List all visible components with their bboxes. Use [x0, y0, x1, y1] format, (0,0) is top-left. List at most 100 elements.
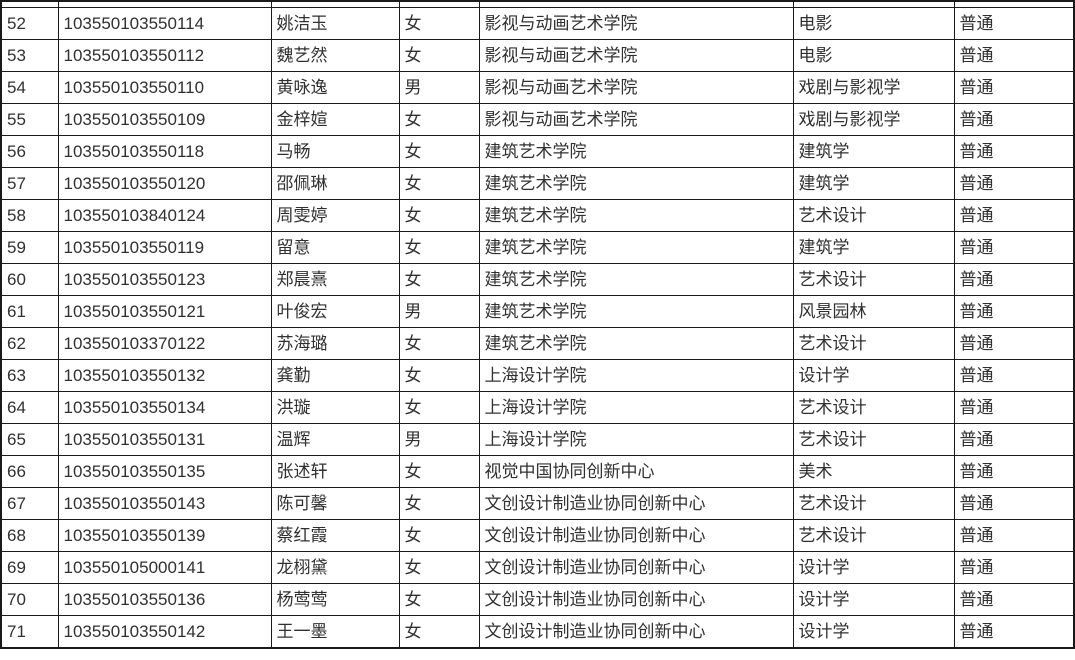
cell-index: 56 [0, 135, 59, 168]
cell-candidate-id: 103550103370122 [57, 327, 272, 360]
cell-index: 58 [0, 199, 59, 232]
cell-major: 艺术设计 [792, 327, 955, 360]
cell-gender: 女 [398, 615, 480, 649]
cell-candidate-id: 103550103550142 [57, 615, 272, 649]
cell-candidate-id: 103550103550136 [57, 583, 272, 616]
cell-type: 普通 [953, 327, 1075, 360]
cell-type: 普通 [953, 39, 1075, 72]
cell-candidate-id: 103550103550109 [57, 103, 272, 136]
cell-name: 邵佩琳 [270, 167, 400, 200]
cell-college: 文创设计制造业协同创新中心 [478, 519, 794, 552]
cell-name: 黄咏逸 [270, 71, 400, 104]
cell-college: 上海设计学院 [478, 391, 794, 424]
cell-college: 影视与动画艺术学院 [478, 71, 794, 104]
cell-major: 艺术设计 [792, 391, 955, 424]
cell-gender: 男 [398, 295, 480, 328]
cell-college: 建筑艺术学院 [478, 295, 794, 328]
cell-name: 王一墨 [270, 615, 400, 649]
cell-gender: 女 [398, 39, 480, 72]
cell-index: 59 [0, 231, 59, 264]
cell-gender: 女 [398, 359, 480, 392]
cell-type: 普通 [953, 487, 1075, 520]
cell-candidate-id: 103550103550121 [57, 295, 272, 328]
table-row: 63 103550103550132 龚勤女上海设计学院 设计学 普通 [0, 359, 1075, 392]
cell-type: 普通 [953, 615, 1075, 649]
cell-index: 61 [0, 295, 59, 328]
cell-major: 电影 [792, 39, 955, 72]
cell-type: 普通 [953, 519, 1075, 552]
cell-type: 普通 [953, 551, 1075, 584]
table-row: 68 103550103550139 蔡红霞女文创设计制造业协同创新中心 艺术设计 普通 [0, 519, 1075, 552]
table-row: 59 103550103550119 留意女建筑艺术学院 建筑学 普通 [0, 231, 1075, 264]
cell-type: 普通 [953, 7, 1075, 40]
cell-gender: 女 [398, 231, 480, 264]
cell-major: 设计学 [792, 615, 955, 649]
cell-major: 设计学 [792, 359, 955, 392]
cell-name: 龙栩黛 [270, 551, 400, 584]
cell-name: 温辉 [270, 423, 400, 456]
cell-college: 文创设计制造业协同创新中心 [478, 583, 794, 616]
cell-type: 普通 [953, 359, 1075, 392]
table-row: 71 103550103550142 王一墨女文创设计制造业协同创新中心 设计学 普通 [0, 615, 1075, 649]
table-row: 57 103550103550120 邵佩琳女建筑艺术学院 建筑学 普通 [0, 167, 1075, 200]
cell-college: 建筑艺术学院 [478, 231, 794, 264]
cell-type: 普通 [953, 455, 1075, 488]
table-row: 62 103550103370122 苏海璐女建筑艺术学院 艺术设计 普通 [0, 327, 1075, 360]
cell-index: 55 [0, 103, 59, 136]
cell-major: 设计学 [792, 551, 955, 584]
cell-type: 普通 [953, 583, 1075, 616]
cell-college: 影视与动画艺术学院 [478, 103, 794, 136]
cell-name: 金梓媗 [270, 103, 400, 136]
cell-type: 普通 [953, 103, 1075, 136]
cell-gender: 女 [398, 167, 480, 200]
cell-college: 建筑艺术学院 [478, 199, 794, 232]
table-row: 69 103550105000141 龙栩黛女文创设计制造业协同创新中心 设计学 普通 [0, 551, 1075, 584]
cell-college: 建筑艺术学院 [478, 135, 794, 168]
cell-major: 电影 [792, 7, 955, 40]
table-row: 70 103550103550136 杨莺莺女文创设计制造业协同创新中心 设计学 普通 [0, 583, 1075, 616]
cell-type: 普通 [953, 199, 1075, 232]
cell-type: 普通 [953, 71, 1075, 104]
cell-college: 文创设计制造业协同创新中心 [478, 487, 794, 520]
cell-gender: 女 [398, 7, 480, 40]
cell-name: 马畅 [270, 135, 400, 168]
cell-college: 建筑艺术学院 [478, 263, 794, 296]
table-row: 55 103550103550109 金梓媗女影视与动画艺术学院 戏剧与影视学 普通 [0, 103, 1075, 136]
cell-gender: 女 [398, 199, 480, 232]
cell-major: 设计学 [792, 583, 955, 616]
cell-gender: 男 [398, 423, 480, 456]
cell-index: 60 [0, 263, 59, 296]
cell-index: 54 [0, 71, 59, 104]
table-row: 52 103550103550114 姚洁玉女影视与动画艺术学院 电影 普通 [0, 7, 1075, 40]
cell-major: 艺术设计 [792, 199, 955, 232]
cell-gender: 女 [398, 263, 480, 296]
cell-college: 建筑艺术学院 [478, 167, 794, 200]
cell-candidate-id: 103550103840124 [57, 199, 272, 232]
cell-gender: 女 [398, 455, 480, 488]
table-row: 58 103550103840124 周雯婷女建筑艺术学院 艺术设计 普通 [0, 199, 1075, 232]
cell-college: 建筑艺术学院 [478, 327, 794, 360]
cell-index: 63 [0, 359, 59, 392]
cell-gender: 女 [398, 103, 480, 136]
cell-major: 艺术设计 [792, 487, 955, 520]
cell-gender: 女 [398, 391, 480, 424]
cell-name: 叶俊宏 [270, 295, 400, 328]
cell-name: 姚洁玉 [270, 7, 400, 40]
cell-index: 62 [0, 327, 59, 360]
cell-index: 67 [0, 487, 59, 520]
cell-type: 普通 [953, 423, 1075, 456]
cell-candidate-id: 103550103550123 [57, 263, 272, 296]
cell-college: 文创设计制造业协同创新中心 [478, 615, 794, 649]
cell-college: 影视与动画艺术学院 [478, 39, 794, 72]
cell-candidate-id: 103550103550110 [57, 71, 272, 104]
cell-index: 66 [0, 455, 59, 488]
cell-gender: 女 [398, 519, 480, 552]
cell-major: 风景园林 [792, 295, 955, 328]
cell-name: 周雯婷 [270, 199, 400, 232]
cell-type: 普通 [953, 295, 1075, 328]
cell-name: 杨莺莺 [270, 583, 400, 616]
cell-candidate-id: 103550103550134 [57, 391, 272, 424]
cell-gender: 女 [398, 135, 480, 168]
cell-college: 视觉中国协同创新中心 [478, 455, 794, 488]
